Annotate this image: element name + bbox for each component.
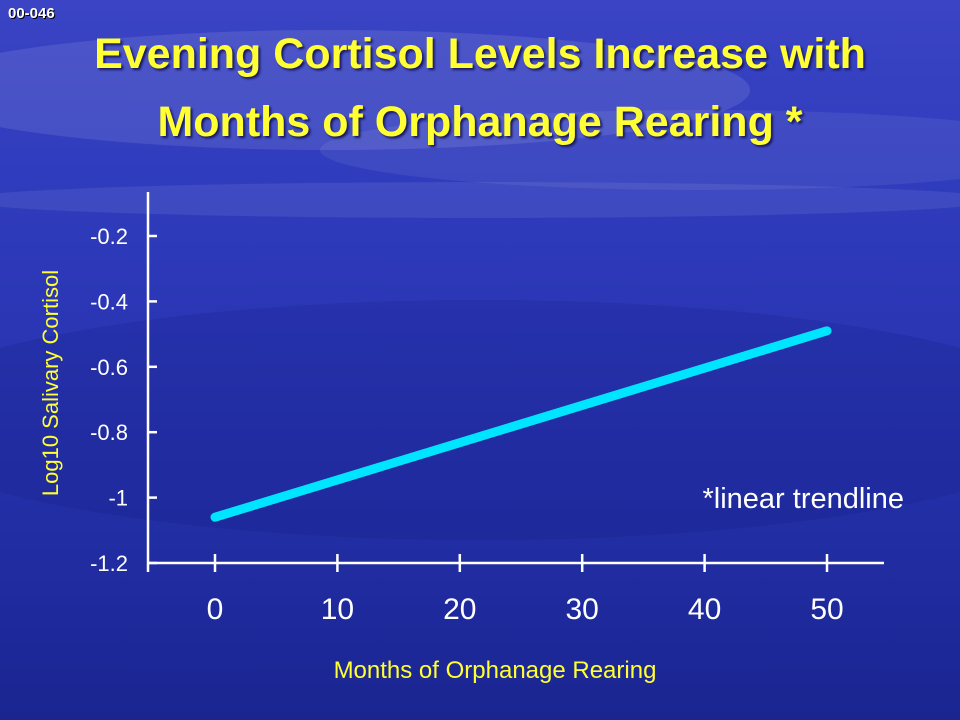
- y-tick-label: -0.6: [90, 355, 128, 380]
- y-tick-label: -0.2: [90, 224, 128, 249]
- trendline-note: *linear trendline: [702, 483, 904, 515]
- y-tick-label: -1: [108, 486, 128, 511]
- slide-title-line-2: Months of Orphanage Rearing *: [157, 98, 803, 146]
- trendline: [210, 326, 832, 522]
- y-axis-label: Log10 Salivary Cortisol: [38, 270, 63, 496]
- slide-title-line-1: Evening Cortisol Levels Increase with: [94, 30, 866, 78]
- y-tick-label: -0.4: [90, 289, 128, 314]
- x-axis-label: Months of Orphanage Rearing: [334, 657, 657, 684]
- slide-code: 00-046: [8, 5, 55, 22]
- x-tick-label: 0: [207, 593, 224, 626]
- x-tick-label: 20: [443, 593, 476, 626]
- x-tick-label: 30: [566, 593, 599, 626]
- y-tick-label: -0.8: [90, 420, 128, 445]
- x-tick-label: 10: [321, 593, 354, 626]
- x-tick-label: 50: [810, 593, 843, 626]
- x-tick-label: 40: [688, 593, 721, 626]
- y-tick-label: -1.2: [90, 551, 128, 576]
